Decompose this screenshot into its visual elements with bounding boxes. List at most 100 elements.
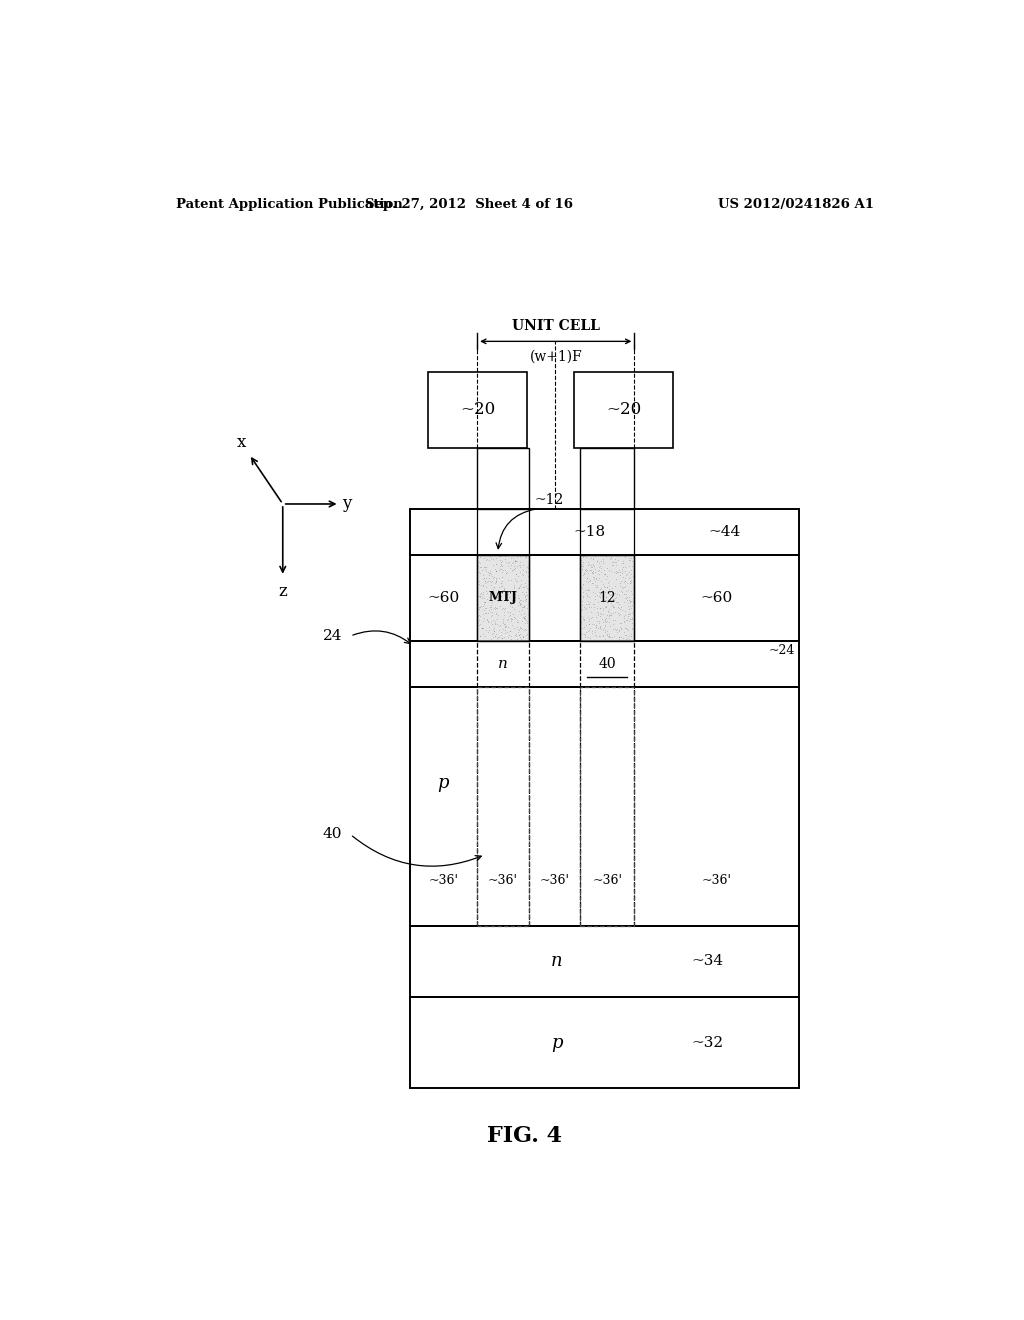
Text: 40: 40 [323, 828, 342, 841]
Point [595, 579, 611, 601]
Point [623, 581, 639, 602]
Point [581, 627, 597, 648]
Point [599, 620, 615, 642]
Point [518, 578, 535, 599]
Point [493, 553, 509, 574]
Point [592, 597, 608, 618]
Point [480, 611, 497, 632]
Point [476, 556, 493, 577]
Point [617, 610, 634, 631]
Point [583, 548, 599, 569]
Point [617, 583, 634, 605]
Point [613, 612, 630, 634]
Point [575, 546, 592, 568]
Point [585, 573, 601, 594]
Point [626, 623, 642, 644]
Point [505, 552, 521, 573]
Point [598, 545, 614, 566]
Text: 40: 40 [598, 657, 616, 671]
Point [626, 589, 642, 610]
Point [605, 603, 622, 624]
Point [579, 568, 595, 589]
Point [504, 614, 520, 635]
Point [483, 595, 500, 616]
Point [503, 611, 519, 632]
Point [578, 598, 594, 619]
Point [595, 550, 611, 572]
Point [481, 619, 498, 640]
Point [512, 627, 528, 648]
Point [589, 550, 605, 572]
Point [592, 557, 608, 578]
Point [516, 618, 532, 639]
Point [512, 593, 528, 614]
Point [497, 582, 513, 603]
Point [626, 603, 642, 624]
Point [517, 586, 534, 607]
Point [585, 582, 601, 603]
Text: ~12: ~12 [535, 492, 564, 507]
Point [597, 577, 613, 598]
Point [480, 622, 497, 643]
Point [493, 558, 509, 579]
Point [474, 576, 490, 597]
Point [616, 601, 633, 622]
Point [469, 601, 485, 622]
Point [517, 612, 534, 634]
Point [475, 569, 492, 590]
Point [622, 599, 638, 620]
Point [509, 546, 525, 568]
Point [597, 622, 613, 643]
Bar [581, 686, 634, 925]
Point [622, 572, 638, 593]
Point [478, 560, 495, 581]
Point [623, 566, 639, 587]
Point [476, 587, 493, 609]
Point [518, 591, 535, 612]
Point [611, 573, 628, 594]
Point [497, 585, 513, 606]
Point [479, 610, 496, 631]
Point [488, 603, 505, 624]
Point [595, 589, 611, 610]
Point [597, 564, 613, 585]
Point [587, 545, 603, 566]
Point [488, 612, 505, 634]
Point [471, 586, 487, 607]
Point [599, 573, 615, 594]
Point [592, 545, 608, 566]
Point [502, 595, 518, 616]
Point [597, 564, 613, 585]
Point [471, 605, 487, 626]
Point [503, 609, 519, 630]
Point [516, 572, 532, 593]
Point [503, 570, 519, 591]
Point [493, 558, 509, 579]
Point [578, 624, 594, 645]
Point [612, 603, 629, 624]
Point [618, 589, 635, 610]
Point [586, 594, 602, 615]
Point [477, 624, 494, 645]
Point [469, 618, 485, 639]
Text: ~36': ~36' [488, 874, 518, 887]
Point [578, 622, 594, 643]
Point [518, 589, 535, 610]
Point [484, 570, 501, 591]
Point [624, 590, 640, 611]
Point [517, 585, 534, 606]
Point [620, 603, 636, 624]
Point [579, 560, 595, 581]
Point [580, 631, 596, 652]
Point [477, 577, 494, 598]
Point [477, 544, 494, 565]
Point [581, 570, 597, 591]
Point [496, 614, 512, 635]
Point [496, 605, 512, 626]
Point [482, 597, 499, 618]
Point [601, 611, 617, 632]
Point [610, 560, 627, 581]
Point [612, 619, 629, 640]
Point [583, 618, 599, 639]
Point [497, 597, 513, 618]
